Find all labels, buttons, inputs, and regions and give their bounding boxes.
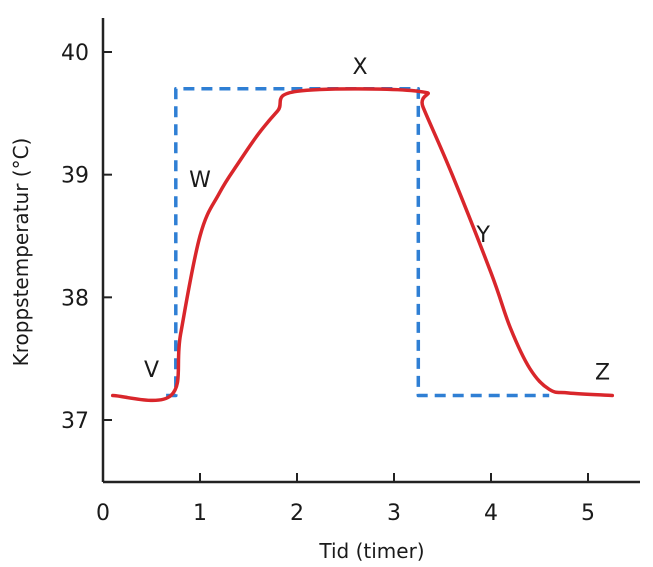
series-layer — [110, 87, 615, 403]
axes — [101, 18, 640, 484]
annotation-layer: V W X Y Z — [144, 55, 610, 385]
x-tick-label: 5 — [581, 501, 595, 526]
y-tick-label: 39 — [61, 164, 89, 189]
y-ticks: 37 38 39 40 — [61, 41, 112, 434]
y-axis-label: Kroppstemperatur (°C) — [9, 138, 33, 367]
point-label-x: X — [353, 55, 368, 80]
point-label-w: W — [189, 168, 211, 193]
y-tick-label: 40 — [61, 41, 89, 66]
body-temperature-line — [110, 87, 615, 403]
x-tick-label: 1 — [193, 501, 207, 526]
point-label-v: V — [144, 358, 159, 383]
x-tick-label: 4 — [484, 501, 498, 526]
x-tick-label: 2 — [290, 501, 304, 526]
x-tick-label: 3 — [387, 501, 401, 526]
y-tick-label: 38 — [61, 286, 89, 311]
set-point-dashed-line — [166, 87, 550, 398]
y-tick-label: 37 — [61, 409, 89, 434]
x-ticks: 0 1 2 3 4 5 — [96, 473, 595, 526]
point-label-z: Z — [595, 361, 610, 386]
point-label-y: Y — [476, 223, 491, 248]
x-tick-label: 0 — [96, 501, 110, 526]
x-axis-label: Tid (timer) — [318, 539, 424, 563]
